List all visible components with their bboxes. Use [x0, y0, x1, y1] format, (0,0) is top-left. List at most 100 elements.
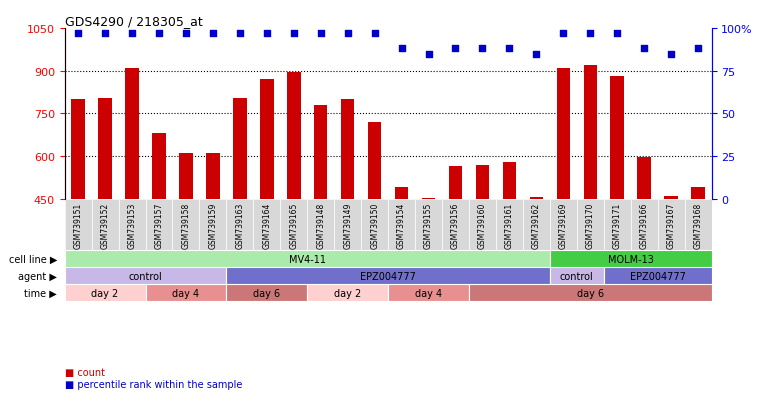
Text: MV4-11: MV4-11 [288, 254, 326, 264]
Bar [314, 106, 327, 199]
Text: GSM739150: GSM739150 [370, 202, 379, 248]
Point [638, 46, 650, 52]
Point [530, 51, 543, 58]
Bar [550, 250, 712, 268]
Text: day 6: day 6 [253, 288, 280, 298]
Bar [610, 77, 624, 199]
Bar [65, 285, 145, 301]
Bar [603, 268, 712, 285]
Bar [691, 188, 705, 199]
Bar [503, 162, 516, 199]
Text: GSM739154: GSM739154 [397, 202, 406, 248]
Bar [65, 250, 550, 268]
Text: control: control [560, 271, 594, 281]
Text: time ▶: time ▶ [24, 288, 57, 298]
Bar [496, 199, 523, 250]
Bar [253, 199, 280, 250]
Bar [206, 153, 220, 199]
Bar [638, 158, 651, 199]
Point [396, 46, 408, 52]
Text: day 2: day 2 [91, 288, 119, 298]
Bar [152, 134, 166, 199]
Text: GSM739160: GSM739160 [478, 202, 487, 248]
Bar [449, 166, 462, 199]
Text: GDS4290 / 218305_at: GDS4290 / 218305_at [65, 15, 202, 28]
Point [450, 46, 462, 52]
Point [422, 51, 435, 58]
Point [584, 31, 597, 37]
Text: GSM739161: GSM739161 [505, 202, 514, 248]
Bar [280, 199, 307, 250]
Text: GSM739153: GSM739153 [128, 202, 136, 248]
Text: day 4: day 4 [415, 288, 442, 298]
Bar [145, 199, 173, 250]
Text: GSM739152: GSM739152 [100, 202, 110, 248]
Text: GSM739169: GSM739169 [559, 202, 568, 248]
Text: GSM739156: GSM739156 [451, 202, 460, 248]
Bar [361, 199, 388, 250]
Bar [119, 199, 145, 250]
Bar [227, 285, 307, 301]
Text: GSM739149: GSM739149 [343, 202, 352, 248]
Bar [577, 199, 603, 250]
Point [342, 31, 354, 37]
Bar [442, 199, 469, 250]
Text: GSM739170: GSM739170 [586, 202, 595, 248]
Bar [173, 199, 199, 250]
Bar [530, 197, 543, 199]
Text: EPZ004777: EPZ004777 [360, 271, 416, 281]
Bar [145, 285, 227, 301]
Text: control: control [129, 271, 162, 281]
Point [288, 31, 300, 37]
Point [368, 31, 380, 37]
Text: GSM739165: GSM739165 [289, 202, 298, 248]
Point [476, 46, 489, 52]
Bar [395, 188, 409, 199]
Point [72, 31, 84, 37]
Point [314, 31, 326, 37]
Bar [65, 268, 227, 285]
Bar [469, 199, 496, 250]
Text: day 2: day 2 [334, 288, 361, 298]
Text: GSM739168: GSM739168 [693, 202, 702, 248]
Bar [658, 199, 685, 250]
Bar [368, 123, 381, 199]
Text: GSM739157: GSM739157 [154, 202, 164, 248]
Bar [199, 199, 227, 250]
Bar [307, 285, 388, 301]
Point [665, 51, 677, 58]
Point [153, 31, 165, 37]
Text: GSM739148: GSM739148 [317, 202, 325, 248]
Bar [631, 199, 658, 250]
Bar [227, 199, 253, 250]
Bar [341, 100, 355, 199]
Text: MOLM-13: MOLM-13 [608, 254, 654, 264]
Text: GSM739158: GSM739158 [181, 202, 190, 248]
Text: GSM739164: GSM739164 [263, 202, 272, 248]
Bar [664, 197, 678, 199]
Bar [415, 199, 442, 250]
Text: GSM739166: GSM739166 [640, 202, 648, 248]
Bar [91, 199, 119, 250]
Bar [685, 199, 712, 250]
Bar [422, 198, 435, 199]
Text: GSM739163: GSM739163 [235, 202, 244, 248]
Point [180, 31, 192, 37]
Text: GSM739159: GSM739159 [209, 202, 218, 248]
Bar [260, 80, 273, 199]
Bar [603, 199, 631, 250]
Bar [180, 154, 193, 199]
Bar [334, 199, 361, 250]
Text: cell line ▶: cell line ▶ [8, 254, 57, 264]
Bar [523, 199, 550, 250]
Text: ■ percentile rank within the sample: ■ percentile rank within the sample [65, 379, 242, 389]
Bar [550, 268, 603, 285]
Point [611, 31, 623, 37]
Point [261, 31, 273, 37]
Bar [98, 98, 112, 199]
Bar [584, 66, 597, 199]
Point [234, 31, 246, 37]
Text: day 6: day 6 [577, 288, 603, 298]
Bar [65, 199, 91, 250]
Bar [227, 268, 550, 285]
